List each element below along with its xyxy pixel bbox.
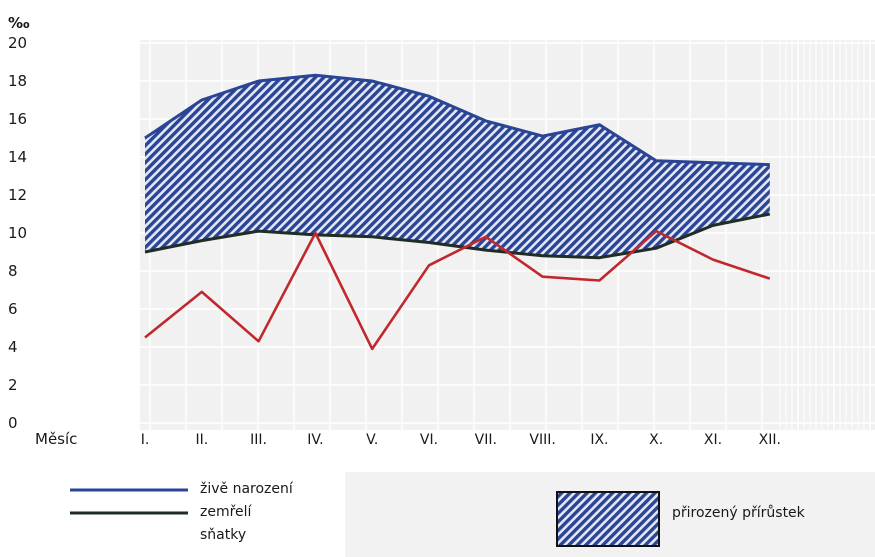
x-tick-label: IV. — [307, 432, 323, 448]
legend-label-natural-increase: přirozený přírůstek — [672, 505, 805, 521]
x-tick-label: VII. — [475, 432, 497, 448]
y-tick-label: 8 — [8, 262, 18, 280]
y-tick-label: 2 — [8, 376, 18, 394]
y-tick-label: 20 — [8, 34, 27, 52]
x-tick-label: II. — [195, 432, 208, 448]
y-tick-label: 12 — [8, 186, 27, 204]
y-axis-unit: ‰ — [8, 14, 30, 32]
x-axis-title: Měsíc — [35, 430, 77, 448]
y-tick-label: 14 — [8, 148, 27, 166]
series-lines — [144, 73, 771, 351]
y-axis: ‰ 0 2 4 6 8 10 12 14 16 18 20 — [8, 14, 30, 432]
x-axis: Měsíc I. II. III. IV. V. VI. VII. VIII. IX. X. XI. X… — [35, 430, 781, 448]
y-tick-label: 0 — [8, 414, 18, 432]
x-tick-label: V. — [366, 432, 378, 448]
marriages-line — [144, 229, 771, 351]
y-tick-label: 16 — [8, 110, 27, 128]
x-tick-label: XII. — [759, 432, 781, 448]
natural-increase-fill — [145, 75, 770, 258]
natural-increase-area — [145, 75, 770, 258]
legend-label-births: živě narození — [200, 481, 293, 497]
x-tick-label: IX. — [590, 432, 608, 448]
x-tick-label: X. — [649, 432, 663, 448]
births-line — [144, 73, 770, 167]
x-tick-label: III. — [250, 432, 267, 448]
x-tick-label: VIII. — [529, 432, 555, 448]
legend-swatch-natural-increase — [556, 491, 660, 547]
x-tick-label: I. — [141, 432, 150, 448]
y-tick-label: 4 — [8, 338, 18, 356]
y-tick-label: 6 — [8, 300, 18, 318]
y-tick-label: 10 — [8, 224, 27, 242]
deaths-line — [144, 212, 771, 260]
x-tick-label: VI. — [420, 432, 438, 448]
legend-label-deaths: zemřelí — [200, 504, 252, 520]
legend — [70, 488, 660, 547]
legend-label-marriages: sňatky — [200, 527, 247, 543]
x-tick-label: XI. — [704, 432, 722, 448]
y-tick-label: 18 — [8, 72, 27, 90]
